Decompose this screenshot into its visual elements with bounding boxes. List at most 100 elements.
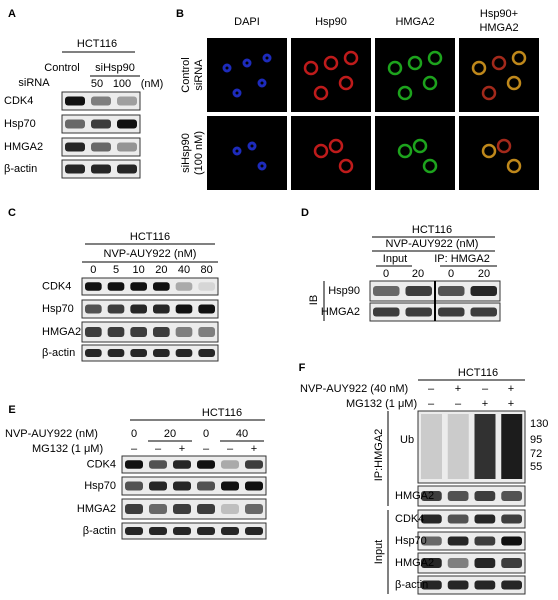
band (125, 460, 143, 469)
band (107, 304, 125, 314)
band (474, 558, 496, 568)
label: Input (373, 540, 385, 564)
band (65, 164, 85, 174)
column-header: Hsp90 (315, 16, 347, 28)
label: + (508, 398, 514, 410)
label: MG132 (1 μM) (346, 398, 417, 410)
band (221, 504, 239, 514)
band (198, 282, 215, 291)
band (501, 536, 522, 546)
band (405, 307, 432, 317)
label: IB (308, 295, 320, 305)
blot (81, 277, 219, 296)
label: – (227, 443, 234, 455)
band (447, 514, 469, 524)
band (125, 504, 143, 514)
micrograph (291, 38, 371, 112)
band (91, 142, 111, 152)
micrograph (375, 38, 455, 112)
band (421, 491, 442, 501)
band (447, 536, 469, 546)
cell (427, 50, 443, 66)
blot (417, 509, 526, 529)
label: MG132 (1 μM) (32, 443, 103, 455)
band (149, 460, 167, 469)
blot (81, 344, 219, 362)
label: HCT116 (458, 367, 498, 379)
cell (481, 143, 497, 159)
label: siRNA (18, 77, 50, 89)
micrograph (459, 38, 539, 112)
row-label: Control (180, 57, 192, 92)
band (153, 304, 170, 314)
cell (242, 58, 252, 68)
cell (397, 85, 413, 101)
label: – (155, 443, 162, 455)
label: Control (44, 62, 79, 74)
label: IP: HMGA2 (434, 253, 490, 265)
scale-bar: 20 μm (210, 100, 241, 112)
label: – (428, 383, 435, 395)
blot-label: Hsp70 (84, 480, 116, 492)
band (447, 558, 469, 568)
band (474, 491, 496, 501)
label: 20 (155, 264, 167, 276)
band (438, 286, 465, 296)
band (245, 460, 263, 469)
label: HCT116 (412, 224, 452, 236)
micrograph (207, 38, 287, 112)
blot (81, 299, 219, 319)
band (198, 349, 215, 357)
band (85, 304, 102, 314)
band (125, 527, 143, 535)
band (91, 164, 111, 174)
label: + (455, 383, 461, 395)
blot (417, 575, 526, 595)
band (65, 96, 85, 106)
scale-bar: 20 μm (462, 178, 493, 190)
band (474, 514, 496, 524)
cell (496, 138, 512, 154)
panel-label: E (8, 404, 15, 416)
blot-label: HMGA2 (77, 503, 116, 515)
cell (422, 158, 438, 174)
micrograph (459, 116, 539, 190)
label: – (131, 443, 138, 455)
scale-bar: 20 μm (378, 100, 409, 112)
blot-label: Ub (400, 434, 414, 446)
label: 20 (478, 268, 490, 280)
band (175, 327, 193, 337)
band (175, 349, 193, 357)
band (91, 119, 111, 129)
band (221, 481, 239, 491)
band (373, 307, 400, 317)
band (373, 286, 400, 296)
band (438, 307, 465, 317)
blot-label: β-actin (42, 347, 75, 359)
label: 0 (90, 264, 96, 276)
cell (313, 143, 329, 159)
label: IP:HMGA2 (373, 429, 385, 482)
blot-label: β-actin (395, 579, 428, 591)
blot (417, 485, 526, 507)
label: 50 (91, 78, 103, 90)
micrograph (291, 116, 371, 190)
blot (417, 531, 526, 551)
label: – (428, 398, 435, 410)
cell (247, 141, 257, 151)
band (447, 491, 469, 501)
label: 0 (131, 428, 137, 440)
column-header: HMGA2 (395, 16, 434, 28)
label: NVP-AUY922 (nM) (104, 248, 197, 260)
label: 100 (113, 78, 131, 90)
cell (328, 138, 344, 154)
band (153, 349, 170, 357)
panel-label: A (8, 8, 16, 20)
band (501, 514, 522, 524)
band (470, 286, 497, 296)
label: – (455, 398, 462, 410)
cell (422, 75, 438, 91)
blot-label: Hsp70 (4, 118, 36, 130)
smear (421, 414, 442, 479)
band (65, 119, 85, 129)
